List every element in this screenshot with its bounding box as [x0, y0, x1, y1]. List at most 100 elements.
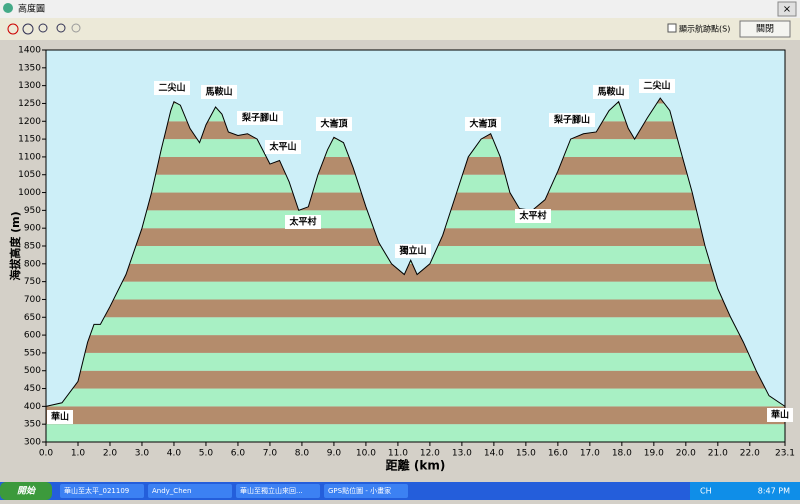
stripes — [46, 98, 785, 442]
x-tick-label: 0.0 — [39, 449, 54, 459]
annotation: 太平村 — [518, 210, 546, 222]
annotation-box — [639, 79, 675, 93]
task-button[interactable] — [148, 484, 232, 498]
annotation-box — [316, 117, 352, 131]
checkbox-label: 顯示航跡點(S) — [679, 24, 730, 34]
tray — [690, 482, 800, 500]
close-x-icon: × — [783, 4, 791, 15]
task-button[interactable] — [324, 484, 408, 498]
x-tick-label: 12.0 — [420, 449, 440, 459]
y-tick-label: 800 — [24, 259, 41, 269]
x-tick-label: 2.0 — [103, 449, 118, 459]
start-label: 開始 — [17, 486, 36, 497]
y-tick-label: 750 — [24, 277, 41, 287]
x-tick-label: 3.0 — [135, 449, 150, 459]
annotation: 梨子腳山 — [553, 114, 590, 126]
close-x[interactable] — [777, 1, 797, 17]
x-axis-label: 距離 (km) — [386, 458, 446, 473]
tool-pan[interactable] — [7, 23, 19, 35]
tool-icons — [7, 23, 81, 35]
task-label: 華山至獨立山來回... — [240, 486, 303, 495]
tool-zoom-box[interactable] — [38, 23, 48, 33]
stripe — [46, 281, 785, 300]
stripe — [46, 388, 785, 407]
annotation: 二尖山 — [158, 82, 185, 94]
x-tick-label: 20.0 — [676, 449, 696, 459]
annotation-box — [265, 140, 301, 154]
stripe — [46, 317, 785, 336]
start-button[interactable] — [0, 482, 52, 500]
y-axis-label: 海拔高度 (m) — [8, 211, 22, 280]
chart: 300 350 400 450 500 550 600 650 700 750 800 850 900 9… — [8, 46, 795, 473]
y-tick-label: 350 — [24, 420, 41, 430]
x-tick-label: 14.0 — [484, 449, 504, 459]
annotation-box — [395, 244, 431, 258]
close-button-label: 關閉 — [756, 24, 774, 35]
stripe — [46, 352, 785, 371]
x-tick-label: 21.0 — [708, 449, 728, 459]
task-label: Andy_Chen — [152, 487, 191, 495]
tool-zoom-out[interactable] — [71, 23, 81, 33]
y-tick-label: 400 — [24, 402, 41, 412]
tool-zoom-in[interactable] — [56, 23, 66, 33]
task-list: 華山至太平_021109 Andy_Chen 華山至獨立山來回... GPS點位圖 -… — [60, 484, 408, 498]
y-tick-label: 1400 — [18, 46, 41, 56]
clock: 8:47 PM — [758, 487, 790, 496]
title-bar — [0, 0, 800, 18]
y-tick-label: 850 — [24, 242, 41, 252]
tool-center[interactable] — [22, 23, 34, 35]
close-button[interactable] — [739, 20, 791, 38]
y-tick-label: 1100 — [18, 152, 41, 162]
task-label: 華山至太平_021109 — [64, 486, 129, 495]
annotation: 華山 — [771, 409, 789, 421]
stripe — [46, 370, 785, 389]
y-tick-label: 700 — [24, 295, 41, 305]
x-tick-label: 6.0 — [231, 449, 246, 459]
task-button[interactable] — [60, 484, 144, 498]
y-tick-label: 1150 — [18, 135, 41, 145]
x-tick-label: 9.0 — [327, 449, 342, 459]
annotation: 大崙頂 — [320, 118, 348, 130]
stripe — [46, 424, 785, 442]
y-tick-label: 1050 — [18, 170, 41, 180]
x-tick-label: 19.0 — [644, 449, 664, 459]
y-tick-label: 1000 — [18, 188, 41, 198]
annotation: 太平村 — [288, 216, 316, 228]
x-tick-label: 13.0 — [452, 449, 472, 459]
y-tick-label: 900 — [24, 224, 41, 234]
x-tick-label: 10.0 — [356, 449, 376, 459]
y-tick-label: 1350 — [18, 63, 41, 73]
y-tick-label: 1200 — [18, 117, 41, 127]
lang-indicator: CH — [700, 487, 712, 496]
stripe — [46, 406, 785, 425]
annotation-box — [593, 85, 629, 99]
stripe — [46, 263, 785, 282]
annotation: 馬鞍山 — [596, 86, 624, 98]
annotation-box — [515, 209, 551, 223]
stripe — [46, 299, 785, 318]
x-tick-label: 5.0 — [199, 449, 214, 459]
x-tick-label: 7.0 — [263, 449, 278, 459]
window-title: 高度圖 — [18, 3, 45, 15]
app-icon — [3, 3, 13, 13]
y-tick-label: 300 — [24, 438, 41, 448]
annotation-box — [47, 410, 73, 424]
annotation-box — [549, 113, 595, 127]
x-tick-label: 1.0 — [71, 449, 86, 459]
y-tick-label: 650 — [24, 313, 41, 323]
y-tick-label: 1250 — [18, 99, 41, 109]
x-tick-label: 8.0 — [295, 449, 310, 459]
checkbox[interactable] — [667, 23, 677, 33]
x-tick-label: 17.0 — [580, 449, 600, 459]
y-tick-label: 450 — [24, 384, 41, 394]
y-tick-label: 600 — [24, 331, 41, 341]
annotation-box — [237, 111, 283, 125]
task-button[interactable] — [236, 484, 320, 498]
annotation: 大崙頂 — [469, 118, 497, 130]
x-tick-label: 23.1 — [775, 449, 795, 459]
stripe — [46, 335, 785, 353]
task-label: GPS點位圖 - 小畫家 — [328, 486, 391, 495]
annotation: 馬鞍山 — [204, 86, 232, 98]
